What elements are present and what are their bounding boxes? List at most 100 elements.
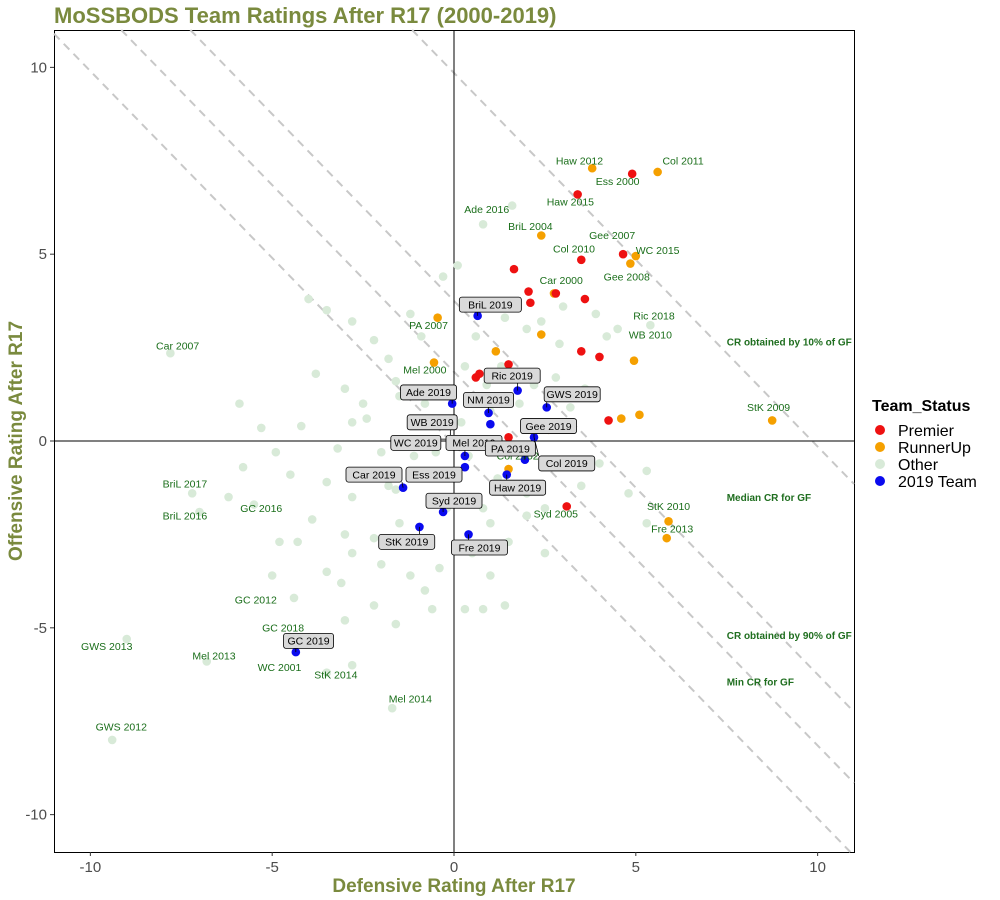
point-other — [555, 339, 564, 349]
point-other — [166, 348, 175, 358]
point-other — [384, 354, 393, 364]
point-other — [311, 369, 321, 379]
point-label: Mel 2014 — [389, 694, 432, 706]
labels-2019: BriL 2019 Ric 2019 Ade 2019 GWS 2019 NM 2019… — [283, 296, 601, 653]
y-tick-label: 5 — [39, 246, 47, 263]
point-other — [275, 537, 284, 547]
reference-line-labels: CR obtained by 10% of GF Median CR for GF… — [727, 338, 852, 689]
label-box-2019 — [283, 632, 334, 649]
point-premier — [573, 190, 582, 199]
point-other — [224, 492, 233, 502]
point-other — [391, 376, 401, 386]
point-other — [293, 537, 302, 547]
label-2019: NM 2019 — [467, 395, 510, 407]
point-other — [347, 317, 357, 326]
y-tick-label: 10 — [30, 59, 47, 76]
point-other — [358, 399, 368, 408]
point-other — [642, 466, 652, 476]
point-label: Gee 2007 — [589, 230, 635, 242]
point-other — [296, 421, 306, 431]
x-tick-label: -10 — [80, 859, 102, 876]
point-2019-team — [460, 462, 470, 472]
legend-label: Premier — [898, 423, 955, 440]
label-2019: BriL 2019 — [468, 299, 513, 311]
point-other — [340, 530, 350, 539]
point-other — [362, 414, 372, 423]
point-other — [500, 601, 510, 610]
point-other — [438, 272, 448, 281]
point-other — [304, 294, 313, 304]
label-2019: PA 2019 — [491, 443, 530, 455]
point-label: Car 2000 — [540, 275, 583, 287]
point-2019-team — [486, 419, 495, 429]
point-label: WC 2015 — [636, 245, 680, 257]
point-other — [435, 563, 444, 573]
point-other — [507, 201, 517, 210]
x-tick-label: 10 — [809, 859, 826, 876]
reference-line — [411, 29, 855, 485]
point-other — [460, 361, 470, 371]
point-label: Col 2011 — [662, 156, 703, 168]
point-other — [500, 313, 510, 323]
legend-label: Other — [898, 457, 939, 474]
label-2019: WC 2019 — [394, 438, 438, 450]
point-runnerup — [653, 167, 662, 177]
label-box-2019 — [538, 455, 596, 472]
point-other — [307, 515, 317, 524]
point-runnerup — [587, 163, 597, 173]
legend-swatch-runnerup — [875, 442, 885, 452]
label-2019: Gee 2019 — [525, 421, 571, 433]
label-box-2019 — [400, 384, 457, 401]
label-leader-line — [533, 437, 540, 457]
point-other — [406, 571, 415, 580]
point-premier — [618, 249, 628, 259]
point-other — [420, 399, 430, 408]
label-2019: Ess 2019 — [412, 469, 456, 481]
point-label: BriL 2004 — [508, 221, 553, 233]
point-other — [336, 578, 346, 588]
point-other — [322, 668, 332, 677]
label-2019: Syd 2019 — [432, 496, 477, 508]
point-other — [595, 459, 604, 468]
label-box-2019 — [406, 414, 458, 431]
legend-swatch-2019-team — [875, 476, 885, 486]
point-2019-team — [473, 311, 482, 321]
point-label: GC 2016 — [240, 503, 282, 515]
label-box-2019 — [483, 367, 541, 384]
point-label: GWS 2012 — [96, 722, 148, 734]
point-other — [369, 601, 379, 610]
point-label: BriL 2017 — [163, 479, 208, 491]
point-premier — [504, 432, 513, 442]
point-other — [267, 571, 277, 580]
point-label: Haw 2012 — [556, 156, 603, 168]
point-2019-team — [398, 483, 408, 493]
point-label: StK 2009 — [747, 402, 790, 414]
point-other — [478, 219, 488, 229]
point-runnerup — [616, 414, 626, 423]
point-label: Gee 2008 — [604, 271, 650, 283]
point-other — [624, 489, 633, 498]
point-label: StK 2010 — [647, 501, 690, 513]
point-runnerup — [631, 251, 641, 261]
point-other — [391, 485, 401, 494]
point-label: GC 2012 — [235, 595, 277, 607]
point-runnerup — [767, 416, 777, 425]
point-other — [522, 511, 532, 521]
point-premier — [604, 416, 613, 425]
label-box-2019 — [543, 386, 601, 403]
legend-title: Team_Status — [872, 398, 971, 415]
point-label: Ric 2018 — [633, 311, 675, 323]
point-premier — [580, 294, 590, 304]
point-premier — [526, 298, 535, 308]
point-label: BriL 2016 — [163, 510, 208, 522]
point-other — [238, 462, 248, 472]
point-other — [591, 309, 601, 319]
point-runnerup — [635, 410, 644, 420]
x-tick-label: -5 — [266, 859, 279, 876]
y-axis-ticks: -10 -5 0 5 10 — [25, 59, 54, 824]
label-leader-line — [401, 482, 404, 488]
legend-swatch-other — [875, 459, 885, 469]
x-tick-label: 5 — [632, 859, 640, 876]
point-other — [107, 735, 117, 745]
